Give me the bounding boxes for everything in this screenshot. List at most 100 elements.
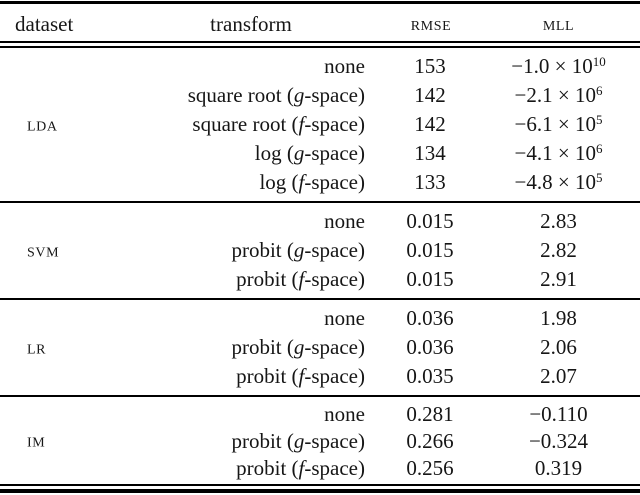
rmse-value: 0.281 <box>406 402 454 426</box>
rmse-value: 142 <box>414 112 446 136</box>
transform-text: probit ( <box>236 456 299 480</box>
transform-variable: g <box>293 429 305 453</box>
mll-value: −0.324 <box>489 429 640 454</box>
mll-value: 0.319 <box>489 456 640 481</box>
dataset-label: LR <box>27 336 47 358</box>
table-header-double-rule <box>0 41 640 48</box>
transform-variable: g <box>293 335 305 359</box>
mll-mantissa: 2.83 <box>540 209 577 233</box>
mll-value: 2.07 <box>489 364 640 389</box>
mll-value: 2.83 <box>489 209 640 234</box>
table-row: probit (f-space) 0.015 2.91 <box>0 265 640 294</box>
transform-text: none <box>324 402 365 426</box>
mll-mantissa: −4.1 × 10 <box>514 141 596 165</box>
transform-variable: g <box>293 238 305 262</box>
table-row: probit (f-space) 0.035 2.07 <box>0 362 640 391</box>
mll-exponent: 5 <box>595 112 603 127</box>
mll-value: −1.0 × 1010 <box>489 54 640 79</box>
transform-variable: f <box>298 456 305 480</box>
transform-variable: f <box>298 364 305 388</box>
transform-cell: none <box>95 54 367 79</box>
transform-text: square root ( <box>192 112 299 136</box>
table-top-rule <box>0 1 640 4</box>
mll-value: 1.98 <box>489 306 640 331</box>
table-row: probit (g-space) 0.266 −0.324 <box>0 428 640 455</box>
mll-value: −4.8 × 105 <box>489 170 640 195</box>
transform-cell: probit (f-space) <box>95 267 367 292</box>
rmse-value: 0.015 <box>406 238 454 262</box>
table-row: none 0.036 1.98 <box>0 304 640 333</box>
mll-value: 2.06 <box>489 335 640 360</box>
mll-mantissa: 0.319 <box>534 456 583 480</box>
transform-cell: square root (f-space) <box>95 112 367 137</box>
rmse-value: 0.015 <box>406 209 454 233</box>
transform-text: -space) <box>304 456 365 480</box>
rmse-value: 0.036 <box>406 306 454 330</box>
transform-cell: probit (g-space) <box>95 429 367 454</box>
mll-value: 2.91 <box>489 267 640 292</box>
mll-value: −2.1 × 106 <box>489 83 640 108</box>
mll-mantissa: −1.0 × 10 <box>511 54 593 78</box>
transform-text: square root ( <box>187 83 294 107</box>
table-row: none 0.281 −0.110 <box>0 401 640 428</box>
mll-mantissa: −0.324 <box>528 429 589 453</box>
transform-text: probit ( <box>236 364 299 388</box>
table-row: probit (g-space) 0.015 2.82 <box>0 236 640 265</box>
table-row: square root (f-space) 142 −6.1 × 105 <box>0 110 640 139</box>
table-row: none 0.015 2.83 <box>0 207 640 236</box>
table-bottom-rule <box>0 484 640 493</box>
mll-value: −6.1 × 105 <box>489 112 640 137</box>
transform-text: -space) <box>304 141 365 165</box>
mll-exponent: 6 <box>595 83 603 98</box>
transform-cell: none <box>95 209 367 234</box>
transform-text: none <box>324 209 365 233</box>
transform-text: log ( <box>254 141 294 165</box>
transform-text: log ( <box>259 170 299 194</box>
mll-mantissa: −0.110 <box>529 402 588 426</box>
table-row: log (g-space) 134 −4.1 × 106 <box>0 139 640 168</box>
group-separator-rule <box>0 201 640 203</box>
transform-text: -space) <box>304 335 365 359</box>
transform-text: probit ( <box>231 335 294 359</box>
transform-text: none <box>324 306 365 330</box>
transform-variable: g <box>293 141 305 165</box>
mll-value: 2.82 <box>489 238 640 263</box>
table-header-row: dataset transform RMSE MLL <box>0 4 640 41</box>
rmse-value: 153 <box>414 54 446 78</box>
transform-text: probit ( <box>231 238 294 262</box>
column-header-rmse: RMSE <box>410 12 452 35</box>
mll-mantissa: 1.98 <box>540 306 577 330</box>
column-header-mll: MLL <box>542 12 575 35</box>
rmse-value: 0.035 <box>406 364 454 388</box>
table-row: none 153 −1.0 × 1010 <box>0 52 640 81</box>
transform-cell: probit (f-space) <box>95 364 367 389</box>
transform-cell: log (g-space) <box>95 141 367 166</box>
transform-text: probit ( <box>231 429 294 453</box>
mll-mantissa: −4.8 × 10 <box>514 170 596 194</box>
group-separator-rule <box>0 298 640 300</box>
transform-text: none <box>324 54 365 78</box>
mll-value: −4.1 × 106 <box>489 141 640 166</box>
rmse-value: 133 <box>414 170 446 194</box>
transform-text: -space) <box>304 238 365 262</box>
table-body: LDA none 153 −1.0 × 1010 square root (g-spac… <box>0 48 640 484</box>
transform-text: -space) <box>304 364 365 388</box>
mll-mantissa: −6.1 × 10 <box>514 112 596 136</box>
transform-cell: probit (g-space) <box>95 335 367 360</box>
column-header-transform: transform <box>210 11 292 36</box>
dataset-label: IM <box>27 429 46 451</box>
dataset-label: LDA <box>27 113 58 135</box>
table-row: square root (g-space) 142 −2.1 × 106 <box>0 81 640 110</box>
transform-cell: probit (f-space) <box>95 456 367 481</box>
table-row: probit (f-space) 0.256 0.319 <box>0 455 640 482</box>
mll-mantissa: 2.82 <box>540 238 577 262</box>
transform-text: -space) <box>304 170 365 194</box>
group-separator-rule <box>0 395 640 397</box>
transform-text: probit ( <box>236 267 299 291</box>
table-row: log (f-space) 133 −4.8 × 105 <box>0 168 640 197</box>
transform-variable: f <box>298 112 305 136</box>
transform-cell: log (f-space) <box>95 170 367 195</box>
mll-mantissa: 2.07 <box>540 364 577 388</box>
table-group-lr: LR none 0.036 1.98 probit (g-space) 0.036 2.06… <box>0 300 640 395</box>
